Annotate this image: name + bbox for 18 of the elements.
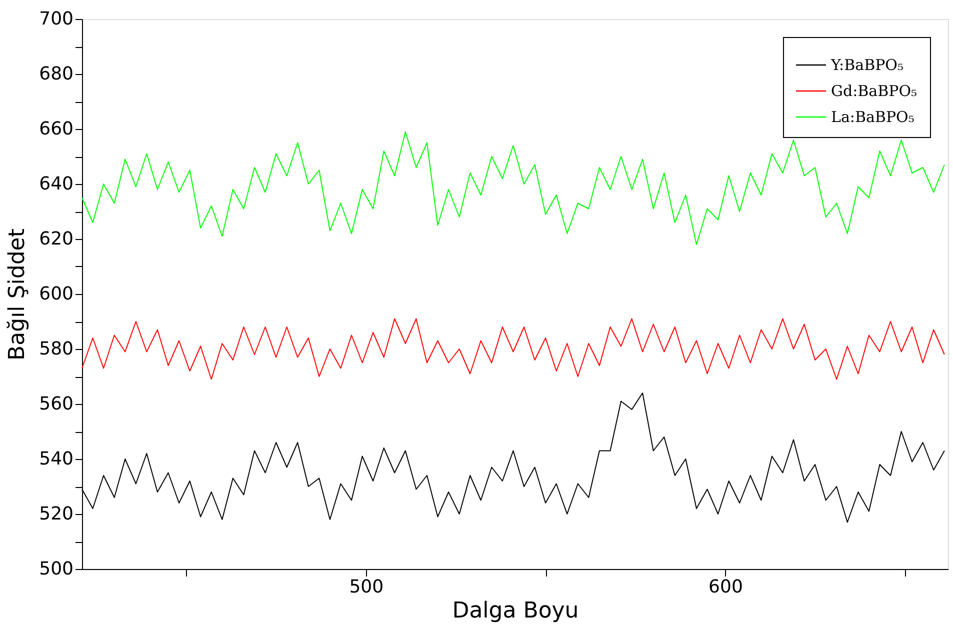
legend-label: La:BaBPO₅ — [831, 108, 914, 126]
y-tick-label: 600 — [39, 284, 74, 304]
y-tick-label: 560 — [39, 394, 74, 414]
legend-label: Y:BaBPO₅ — [830, 56, 904, 74]
y-tick-label: 500 — [39, 558, 74, 580]
y-tick-label: 540 — [39, 448, 74, 470]
y-tick-label: 580 — [39, 338, 74, 360]
line-series — [82, 131, 945, 245]
y-axis-title: Bağıl Şiddet — [5, 228, 30, 360]
line-series — [82, 318, 945, 380]
legend-label: Gd:BaBPO₅ — [831, 82, 918, 100]
x-axis-title: Dalga Boyu — [452, 598, 579, 624]
y-tick-label: 680 — [39, 64, 74, 84]
y-tick-label: 700 — [39, 8, 74, 30]
y-tick-label: 520 — [39, 504, 74, 524]
y-tick-label: 660 — [39, 118, 74, 140]
y-tick-label: 640 — [39, 174, 74, 194]
y-tick-label: 620 — [39, 228, 74, 250]
